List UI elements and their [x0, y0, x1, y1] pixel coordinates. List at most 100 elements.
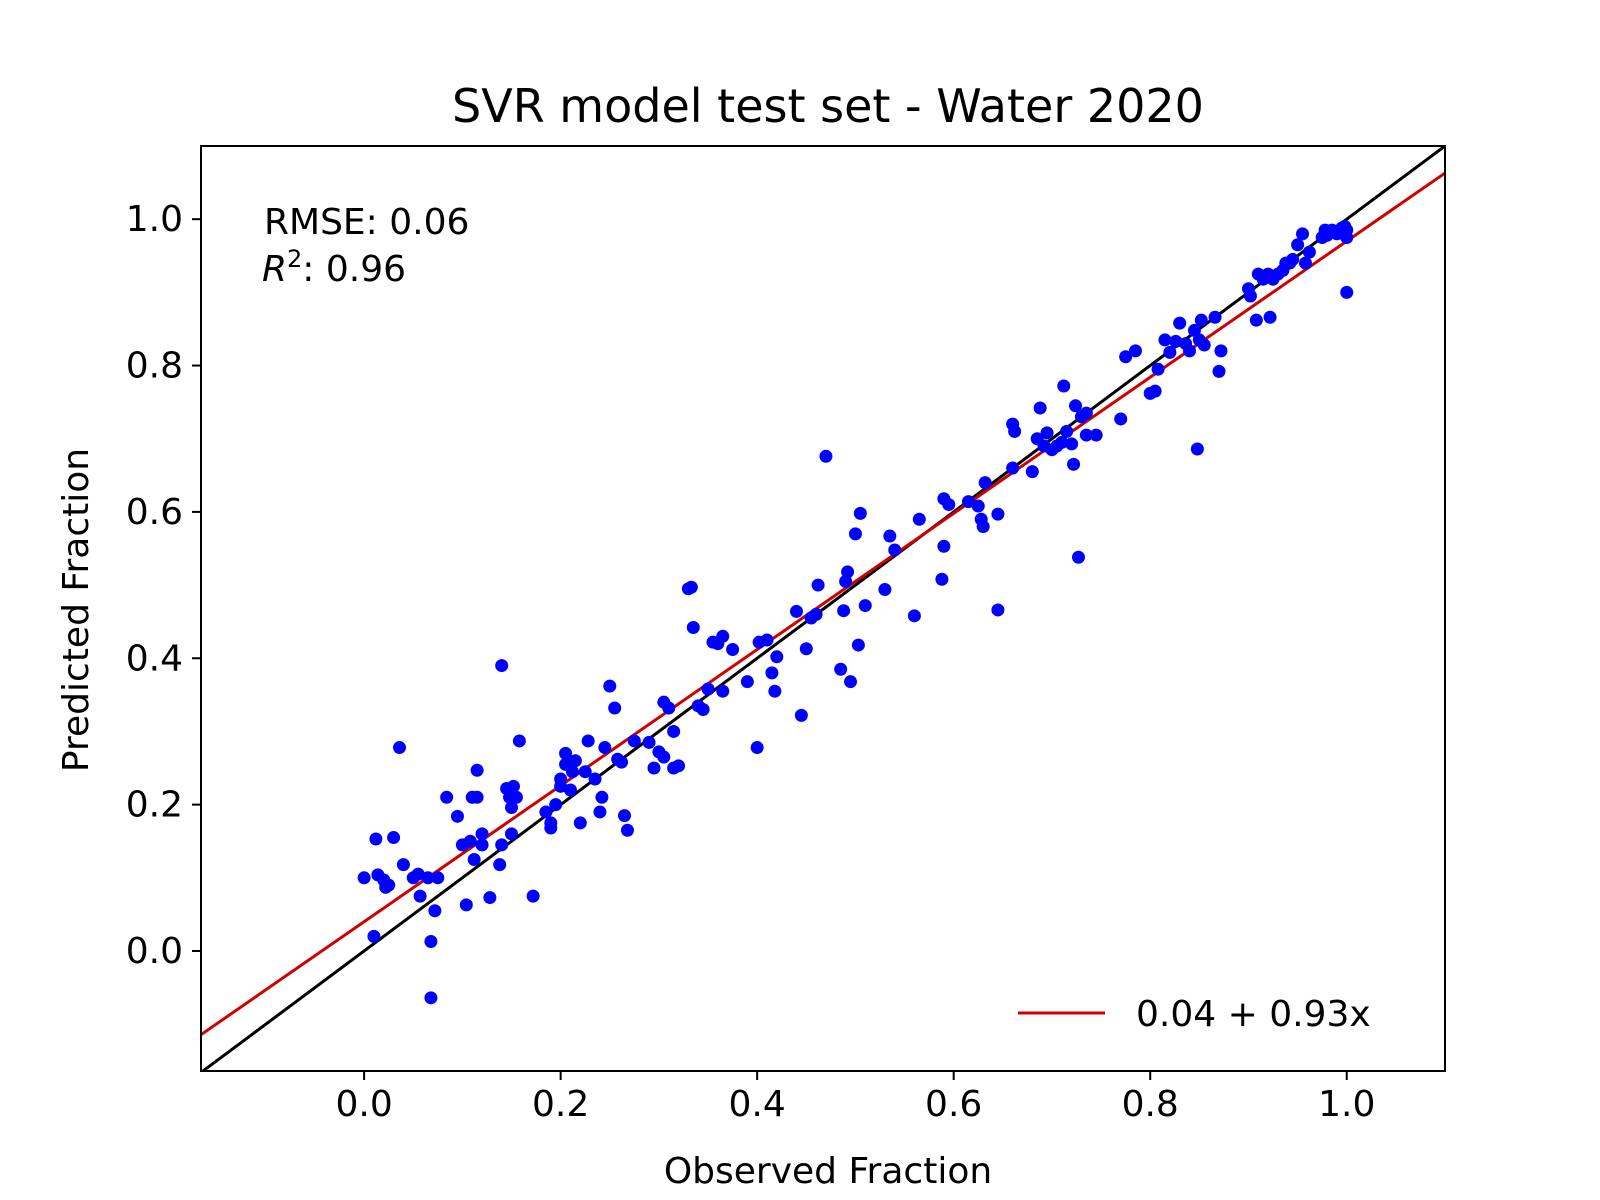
scatter-point — [505, 827, 519, 841]
scatter-point — [1163, 345, 1177, 359]
scatter-point — [526, 889, 540, 903]
plot-frame — [200, 145, 1446, 1072]
scatter-point — [357, 871, 371, 885]
scatter-point — [971, 499, 985, 513]
scatter-point — [495, 838, 509, 852]
scatter-point — [1148, 384, 1162, 398]
scatter-point — [834, 662, 848, 676]
scatter-point — [750, 741, 764, 755]
y-tick-label: 0.0 — [126, 931, 183, 972]
scatter-point — [549, 798, 563, 812]
scatter-point — [627, 734, 641, 748]
scatter-point — [470, 763, 484, 777]
scatter-point — [883, 529, 897, 543]
scatter-point — [768, 684, 782, 698]
scatter-point — [809, 607, 823, 621]
scatter-point — [1302, 245, 1316, 259]
scatter-point — [431, 871, 445, 885]
scatter-point — [716, 684, 730, 698]
scatter-point — [1089, 428, 1103, 442]
scatter-point — [618, 809, 632, 823]
r2-exponent: 2 — [287, 245, 302, 273]
chart-title: SVR model test set - Water 2020 — [452, 79, 1204, 133]
scatter-point — [1296, 227, 1310, 241]
scatter-point — [608, 701, 622, 715]
scatter-point — [475, 838, 489, 852]
scatter-point — [1286, 252, 1300, 266]
scatter-point — [686, 621, 700, 635]
scatter-point — [1263, 310, 1277, 324]
scatter-point — [1067, 457, 1081, 471]
scatter-point — [598, 741, 612, 755]
scatter-point — [1060, 424, 1074, 438]
scatter-point — [578, 765, 592, 779]
scatter-point — [672, 759, 686, 773]
fit-line — [201, 171, 1445, 1036]
y-tick-label: 0.8 — [126, 346, 183, 387]
scatter-point — [794, 708, 808, 722]
scatter-point — [424, 991, 438, 1005]
scatter-point — [387, 831, 401, 845]
scatter-point — [1071, 550, 1085, 564]
scatter-point — [413, 889, 427, 903]
scatter-point — [912, 512, 926, 526]
scatter-point — [1128, 344, 1142, 358]
scatter-point — [421, 871, 435, 885]
scatter-point — [789, 604, 803, 618]
scatter-point — [770, 650, 784, 664]
scatter-point — [1190, 442, 1204, 456]
scatter-point — [367, 929, 381, 943]
scatter-point — [483, 891, 497, 905]
scatter-point — [593, 805, 607, 819]
scatter-point — [1151, 362, 1165, 376]
scatter-point — [440, 790, 454, 804]
scatter-point — [819, 449, 833, 463]
scatter-point — [1057, 379, 1071, 393]
x-tick-label: 1.0 — [1318, 1084, 1375, 1125]
scatter-point — [1008, 424, 1022, 438]
scatter-point — [851, 638, 865, 652]
scatter-point — [716, 629, 730, 643]
scatter-point — [878, 582, 892, 596]
scatter-point — [396, 858, 410, 872]
scatter-point — [657, 750, 671, 764]
scatter-point — [428, 904, 442, 918]
scatter-point — [1025, 465, 1039, 479]
scatter-point — [615, 755, 629, 769]
scatter-point — [495, 659, 509, 673]
scatter-point — [595, 790, 609, 804]
x-axis-label: Observed Fraction — [664, 1151, 992, 1192]
scatter-point — [696, 702, 710, 716]
scatter-point — [991, 603, 1005, 617]
y-tick-label: 0.2 — [126, 785, 183, 826]
scatter-point — [1119, 350, 1133, 364]
scatter-point — [1194, 313, 1208, 327]
scatter-point — [493, 858, 507, 872]
scatter-point — [1114, 412, 1128, 426]
scatter-point — [369, 832, 383, 846]
x-tick-label: 0.8 — [1122, 1084, 1179, 1125]
scatter-point — [1183, 344, 1197, 358]
scatter-point — [539, 805, 553, 819]
scatter-point — [588, 772, 602, 786]
x-tick-label: 0.0 — [335, 1084, 392, 1125]
scatter-point — [559, 746, 573, 760]
scatter-point — [935, 572, 949, 586]
scatter-point — [848, 527, 862, 541]
y-tick-label: 1.0 — [126, 199, 183, 240]
scatter-point — [1212, 364, 1226, 378]
scatter-point — [565, 765, 579, 779]
scatter-point — [1249, 313, 1263, 327]
scatter-point — [937, 539, 951, 553]
x-tick-label: 0.4 — [729, 1084, 786, 1125]
points-layer — [357, 219, 1354, 1005]
rmse-label: RMSE: 0.06 — [264, 202, 469, 243]
r2-label: R2: 0.96 — [262, 245, 406, 290]
scatter-point — [573, 816, 587, 830]
scatter-point — [907, 609, 921, 623]
scatter-point — [506, 779, 520, 793]
scatter-point — [837, 604, 851, 618]
scatter-point — [662, 701, 676, 715]
scatter-point — [684, 580, 698, 594]
